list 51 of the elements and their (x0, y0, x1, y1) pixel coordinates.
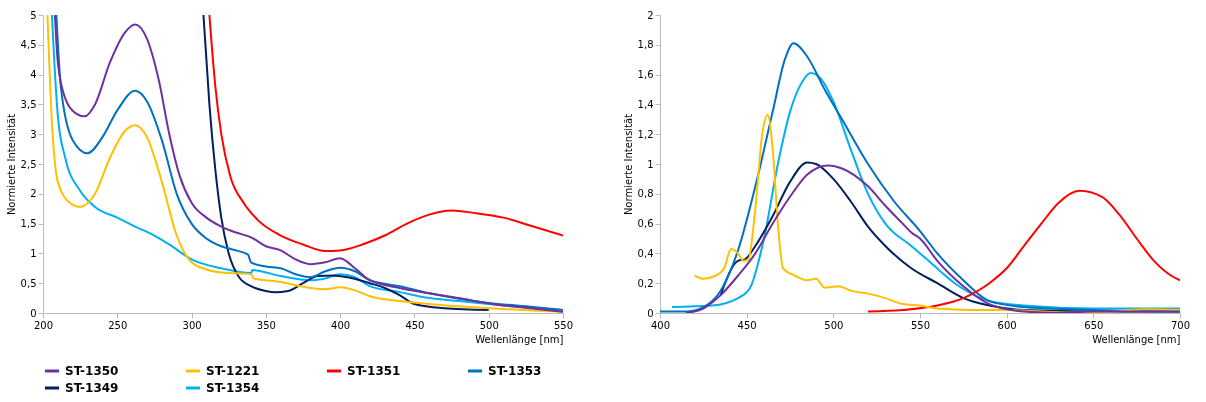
y-tick-label: 3 (30, 128, 37, 140)
line-series (693, 113, 1180, 313)
x-tick-label: 450 (737, 319, 757, 331)
x-tick-label: 550 (553, 319, 574, 331)
y-tick-label: 0,4 (637, 247, 654, 259)
legend-label: ST-1353 (488, 364, 542, 378)
y-tick-label: 0,5 (20, 277, 37, 289)
y-tick-label: 5 (30, 9, 37, 21)
y-tick-label: 0 (647, 307, 654, 319)
y-tick-label: 1,5 (20, 218, 37, 230)
y-tick-label: 1,2 (637, 128, 654, 140)
y-tick-label: 4 (30, 69, 37, 81)
line-series (867, 189, 1180, 313)
x-tick-label: 200 (33, 319, 54, 331)
y-tick-label: 0,8 (637, 188, 654, 200)
y-tick-label: 1 (647, 158, 654, 170)
line-series (208, 15, 563, 253)
legend-label: ST-1349 (65, 381, 119, 395)
y-tick-label: 4,5 (20, 39, 37, 51)
x-tick-label: 550 (910, 319, 931, 331)
x-tick-label: 400 (331, 319, 351, 331)
legend-label: ST-1354 (206, 381, 260, 395)
y-tick-label: 3,5 (20, 98, 37, 110)
y-tick-label: 2 (30, 188, 37, 200)
y-tick-label: 0,2 (637, 277, 654, 289)
x-tick-label: 250 (108, 319, 128, 331)
legend-label: ST-1221 (206, 364, 260, 378)
x-tick-label: 400 (650, 319, 671, 331)
y-tick-label: 2 (647, 9, 654, 21)
y-tick-label: 1,8 (637, 39, 654, 51)
x-tick-label: 500 (479, 319, 499, 331)
x-axis-title: Wellenlänge [nm] (475, 333, 564, 345)
x-tick-label: 300 (182, 319, 202, 331)
x-tick-label: 650 (1084, 319, 1104, 331)
line-series (202, 15, 490, 312)
y-axis-title: Normierte Intensität (622, 113, 634, 216)
y-tick-label: 1 (30, 247, 37, 259)
y-tick-label: 2,5 (20, 158, 37, 170)
y-axis-title: Normierte Intensität (5, 113, 17, 216)
x-tick-label: 450 (405, 319, 425, 331)
legend-label: ST-1351 (347, 364, 401, 378)
x-tick-label: 700 (1170, 319, 1191, 331)
y-tick-label: 1,6 (637, 69, 654, 81)
x-tick-label: 500 (824, 319, 844, 331)
y-tick-label: 1,4 (637, 98, 654, 110)
x-axis-title: Wellenlänge [nm] (1092, 333, 1181, 345)
legend-label: ST-1350 (65, 364, 119, 378)
x-tick-label: 350 (256, 319, 276, 331)
y-tick-label: 0,6 (637, 218, 654, 230)
x-tick-label: 600 (997, 319, 1017, 331)
y-tick-label: 0 (30, 307, 37, 319)
